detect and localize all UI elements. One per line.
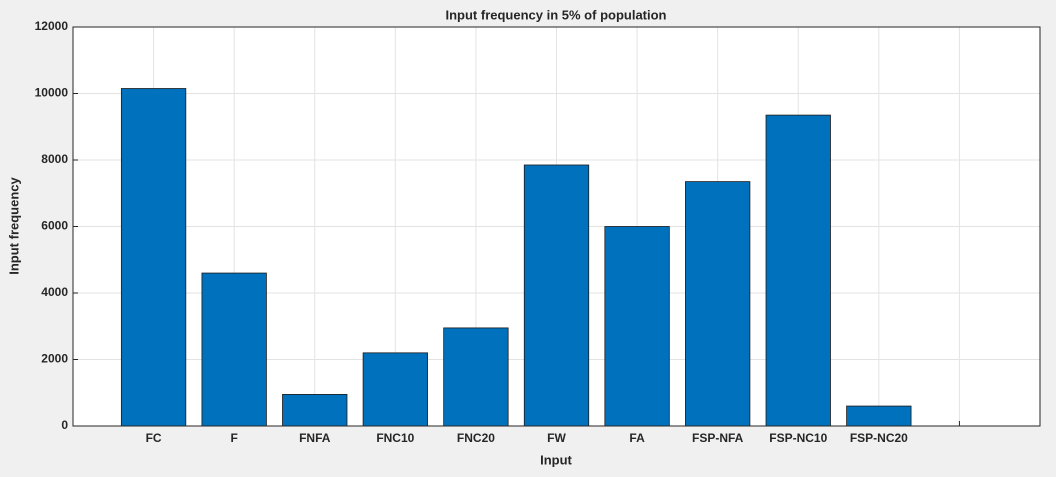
y-tick-label: 8000 [41, 152, 68, 166]
x-tick-label: F [230, 431, 237, 445]
y-tick-label: 12000 [35, 19, 69, 33]
bar [120, 88, 187, 427]
x-tick-label: FA [629, 431, 645, 445]
x-tick-label: FC [146, 431, 162, 445]
y-tick-label: 6000 [41, 219, 68, 233]
y-axis-label: Input frequency [6, 176, 21, 274]
bar [846, 405, 912, 427]
x-tick-label: FNC10 [376, 431, 414, 445]
y-tick-label: 4000 [41, 285, 68, 299]
x-tick-label: FNFA [299, 431, 331, 445]
x-tick-label: FNC20 [457, 431, 495, 445]
y-tick-label: 2000 [41, 352, 68, 366]
bar [443, 327, 509, 427]
y-tick-label: 0 [61, 418, 68, 432]
bar [523, 164, 590, 427]
x-tick-label: FSP-NFA [692, 431, 744, 445]
x-tick-label: FSP-NC20 [850, 431, 908, 445]
chart-title: Input frequency in 5% of population [446, 7, 667, 22]
y-tick-label: 10000 [35, 86, 69, 100]
x-tick-label: FSP-NC10 [769, 431, 827, 445]
bar [282, 394, 348, 427]
bar [685, 181, 751, 427]
bar [362, 352, 428, 427]
x-axis-label: Input [540, 452, 572, 467]
bar [201, 272, 267, 427]
x-tick-label: FW [547, 431, 566, 445]
bar [765, 114, 831, 427]
bar [604, 226, 670, 427]
axes-box [72, 26, 1041, 427]
